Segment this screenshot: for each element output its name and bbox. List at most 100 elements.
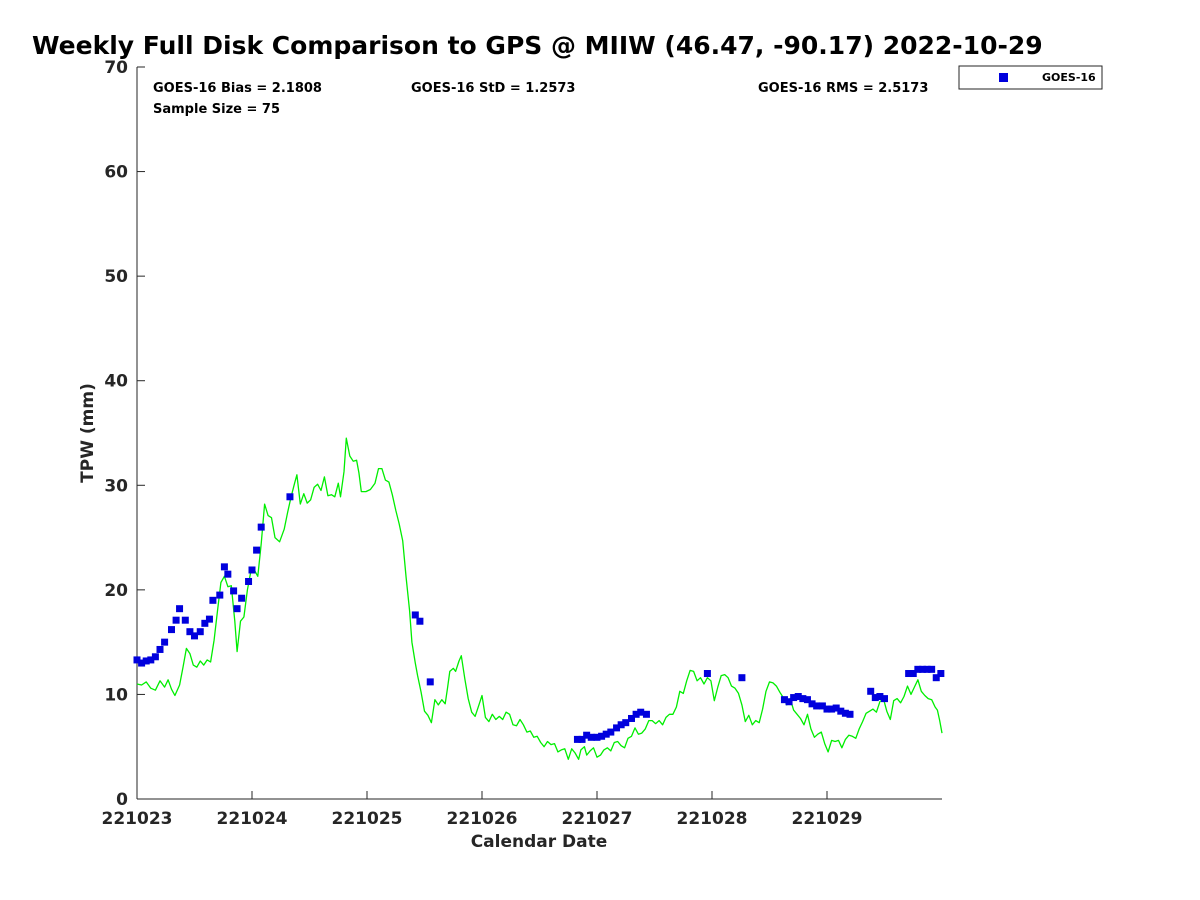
- goes16-point: [932, 674, 940, 682]
- goes16-point: [637, 708, 645, 716]
- goes16-point: [923, 665, 931, 673]
- goes16-point: [876, 693, 884, 701]
- goes16-point: [147, 656, 155, 664]
- goes16-point: [867, 687, 875, 695]
- goes16-point: [785, 698, 793, 706]
- y-tick-label: 30: [104, 476, 128, 496]
- gps-series: [136, 437, 943, 760]
- y-ticks: 0 10 20 30 40 50 60 70: [104, 58, 145, 810]
- bias-stat: GOES-16 Bias = 2.1808: [153, 81, 322, 96]
- x-tick-label: 221026: [447, 809, 518, 829]
- goes16-point: [196, 628, 204, 636]
- goes16-point: [837, 707, 845, 715]
- y-tick-label: 10: [104, 685, 128, 705]
- x-tick-label: 221029: [792, 809, 863, 829]
- goes16-point: [426, 678, 434, 686]
- goes16-point: [416, 617, 424, 625]
- x-tick-label: 221024: [217, 809, 288, 829]
- y-tick-label: 70: [104, 58, 128, 78]
- goes16-point: [142, 657, 150, 665]
- goes16-point: [186, 628, 194, 636]
- goes16-point: [176, 605, 184, 613]
- goes16-point: [201, 619, 209, 627]
- rms-stat: GOES-16 RMS = 2.5173: [758, 81, 928, 96]
- goes16-point: [738, 674, 746, 682]
- goes16-point: [248, 566, 256, 574]
- goes16-point: [617, 721, 625, 729]
- x-tick-label: 221028: [677, 809, 748, 829]
- goes16-point: [642, 710, 650, 718]
- goes16-point: [257, 523, 265, 531]
- goes16-point: [172, 616, 180, 624]
- y-tick-label: 40: [104, 372, 128, 392]
- goes16-point: [220, 563, 228, 571]
- goes16-point: [598, 732, 606, 740]
- goes16-point: [233, 605, 241, 613]
- goes16-point: [587, 733, 595, 741]
- goes16-point: [846, 710, 854, 718]
- y-tick-label: 60: [104, 163, 128, 183]
- y-tick-label: 50: [104, 267, 128, 287]
- goes16-point: [209, 596, 217, 604]
- goes16-point: [230, 587, 238, 595]
- goes16-point: [794, 693, 802, 701]
- goes16-point: [881, 695, 888, 703]
- legend: GOES-16: [958, 65, 1103, 90]
- goes16-point: [632, 710, 640, 718]
- y-tick-label: 0: [116, 790, 128, 810]
- goes16-point: [578, 735, 586, 743]
- goes16-point: [607, 728, 615, 736]
- goes16-point: [181, 616, 189, 624]
- goes16-point: [583, 731, 591, 739]
- legend-marker-goes16: [999, 73, 1008, 82]
- chart-title: Weekly Full Disk Comparison to GPS @ MII…: [32, 31, 1043, 60]
- goes16-point: [245, 577, 253, 585]
- sample-size-stat: Sample Size = 75: [153, 102, 280, 117]
- goes16-point: [937, 670, 945, 678]
- goes16-point: [828, 705, 836, 713]
- goes16-point: [832, 704, 840, 712]
- goes16-point: [803, 696, 811, 704]
- goes16-point: [138, 659, 146, 667]
- gps-line: [136, 437, 943, 760]
- goes16-point: [593, 733, 601, 741]
- goes16-point: [151, 653, 159, 661]
- goes16-point: [808, 700, 816, 708]
- x-axis-label: Calendar Date: [471, 832, 608, 852]
- goes16-point: [818, 702, 826, 710]
- goes16-point: [823, 705, 831, 713]
- goes16-point: [780, 696, 788, 704]
- goes16-point: [909, 670, 917, 678]
- x-tick-label: 221025: [332, 809, 403, 829]
- goes16-point: [928, 665, 936, 673]
- goes16-point: [286, 493, 294, 501]
- goes16-point: [191, 632, 198, 640]
- x-ticks: 221023 221024 221025 221026 221027 221028 2210…: [102, 791, 863, 829]
- goes16-point: [628, 714, 635, 722]
- goes16-point: [790, 694, 798, 702]
- goes16-point: [703, 670, 711, 678]
- goes16-point: [238, 594, 246, 602]
- x-tick-label: 221027: [562, 809, 633, 829]
- goes16-point: [224, 570, 232, 578]
- std-stat: GOES-16 StD = 1.2573: [411, 81, 575, 96]
- x-tick-label: 221023: [102, 809, 173, 829]
- y-tick-label: 20: [104, 581, 128, 601]
- goes16-point: [253, 546, 261, 554]
- goes16-point: [573, 735, 581, 743]
- goes16-series: [133, 493, 945, 743]
- goes16-point: [799, 695, 807, 703]
- plot-area: 0 10 20 30 40 50 60 70 221023 221024 221025 221026…: [102, 58, 945, 829]
- goes16-point: [813, 702, 821, 710]
- goes16-point: [918, 665, 926, 673]
- goes16-point: [841, 709, 849, 717]
- goes16-point: [914, 665, 922, 673]
- goes16-point: [216, 591, 224, 599]
- goes16-point: [133, 656, 141, 664]
- goes16-point: [168, 626, 175, 634]
- plot-frame: [137, 67, 942, 799]
- y-axis-label: TPW (mm): [78, 383, 98, 483]
- goes16-point: [156, 645, 164, 653]
- goes16-point: [161, 638, 169, 646]
